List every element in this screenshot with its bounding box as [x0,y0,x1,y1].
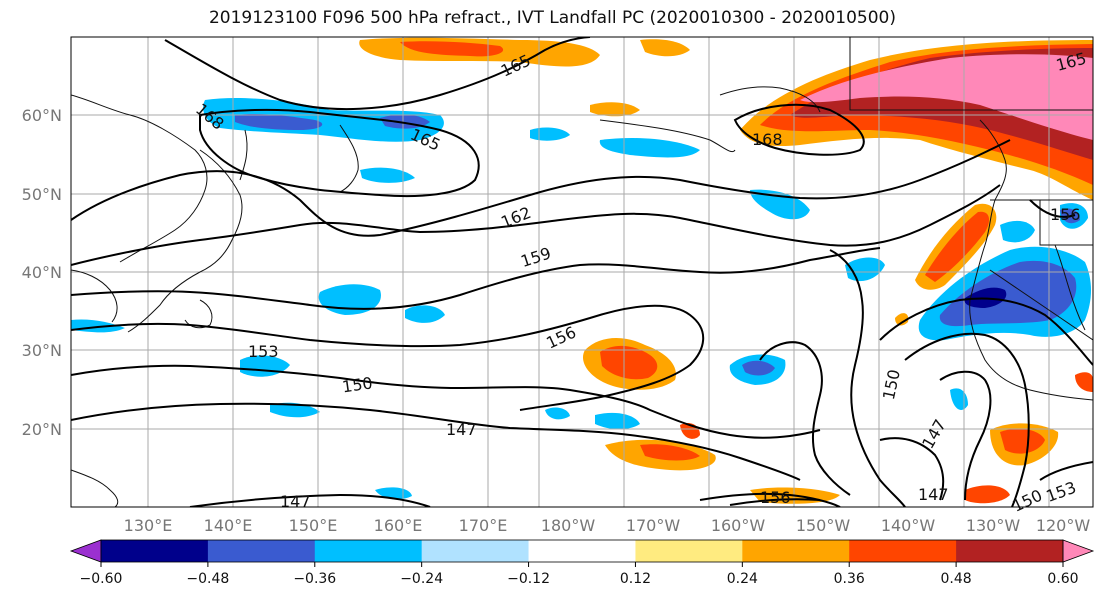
colorbar-segment [528,540,636,562]
lat-label: 40°N [22,263,62,282]
lon-label: 170°W [626,516,681,535]
lon-label: 130°E [124,516,173,535]
lon-label: 160°E [374,516,423,535]
colorbar-tick-label: −0.12 [507,571,550,587]
contour-label: 156 [1050,205,1081,224]
colorbar-extend-min [69,539,102,563]
negative-shading [71,98,1091,500]
lat-label: 30°N [22,341,62,360]
latitude-labels: 60°N 50°N 40°N 30°N 20°N [22,106,62,439]
colorbar-tick-label: 0.24 [727,571,758,587]
contour-label: 147 [446,420,477,439]
longitude-labels: 130°E 140°E 150°E 160°E 170°E 180°W 170°… [124,516,1091,535]
colorbar-tick-label: −0.36 [293,571,336,587]
lon-label: 120°W [1036,516,1091,535]
lon-label: 130°W [966,516,1021,535]
colorbar-segment [314,540,423,562]
colorbar-tick-label: 0.60 [1047,571,1078,587]
contour-label: 147 [918,485,949,504]
colorbar: −0.60 −0.48 −0.36 −0.24 −0.12 0.12 0.24 0.36 0.4… [69,539,1095,587]
contour-label: 156 [760,488,791,507]
lat-label: 60°N [22,106,62,125]
contour-label: 168 [752,130,783,149]
lat-label: 20°N [22,420,62,439]
contour-label: 153 [248,342,279,361]
colorbar-tick-label: 0.12 [620,571,651,587]
contour-label: 150 [341,373,374,396]
colorbar-tick-label: −0.24 [400,571,443,587]
lon-label: 170°E [459,516,508,535]
colorbar-segment [849,540,957,562]
lat-label: 50°N [22,185,62,204]
colorbar-extend-max [1062,539,1095,563]
colorbar-tick-label: −0.48 [186,571,229,587]
colorbar-segment [956,540,1064,562]
colorbar-segment [421,540,530,562]
map-title: 2019123100 F096 500 hPa refract., IVT La… [208,8,896,28]
colorbar-outline [100,539,1064,563]
refractivity-contours [71,37,1093,507]
colorbar-tick-label: 0.36 [834,571,865,587]
contour-label: 147 [280,492,311,511]
lon-label: 160°W [711,516,766,535]
lon-label: 180°W [541,516,596,535]
colorbar-segment [742,540,850,562]
colorbar-segment [101,540,209,562]
colorbar-segment [635,540,743,562]
lon-label: 140°W [881,516,936,535]
graticule [71,37,1093,507]
colorbar-tick-label: −0.60 [80,571,123,587]
colorbar-segment [207,540,316,562]
lon-label: 150°W [796,516,851,535]
map-frame [70,36,1094,508]
lon-label: 150°E [289,516,338,535]
lon-label: 140°E [204,516,253,535]
colorbar-tick-label: 0.48 [941,571,972,587]
